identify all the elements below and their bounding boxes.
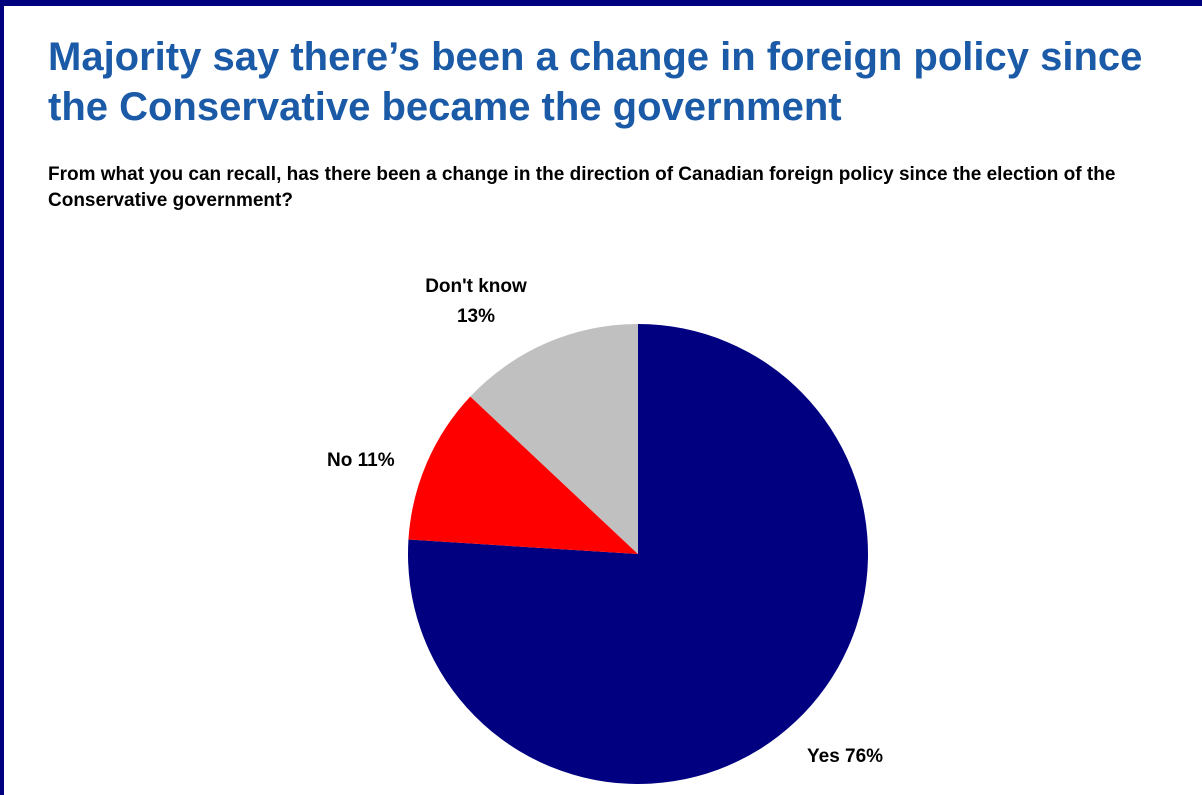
pie-chart xyxy=(407,324,868,784)
chart-title: Majority say there’s been a change in fo… xyxy=(48,35,1143,129)
chart-subtitle: From what you can recall, has there been… xyxy=(48,164,1116,211)
slice-label-dont-know-text: Don't know xyxy=(425,276,527,297)
pie-slices xyxy=(407,324,868,784)
slice-label-dont-know-value: 13% xyxy=(456,306,496,327)
slice-label-no: No 11% xyxy=(327,450,395,471)
pie-slice-no xyxy=(408,396,638,554)
pie-slice-don-t-know xyxy=(470,324,638,554)
pie-slice-yes xyxy=(407,324,868,784)
slice-label-dont-know: Don't know 13% xyxy=(406,272,546,332)
slice-label-yes: Yes 76% xyxy=(807,746,884,767)
